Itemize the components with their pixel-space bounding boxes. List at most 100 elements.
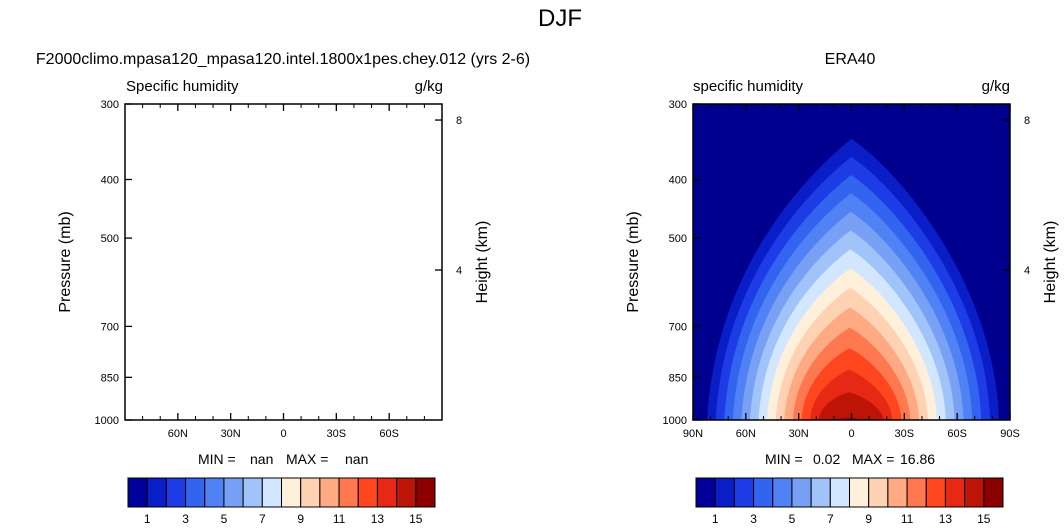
right-x-tick-label: 30N <box>789 428 809 440</box>
left-x-tick-label: 60N <box>168 428 188 440</box>
right-colorbar-swatch <box>944 477 966 508</box>
right-colorbar-swatch <box>964 477 985 508</box>
right-y-axis-label: Pressure (mb) <box>625 211 642 312</box>
right-max-label: MAX = <box>852 451 894 467</box>
left-y-tick-label: 1000 <box>95 415 119 427</box>
left-colorbar-swatch <box>242 477 263 508</box>
left-colorbar-swatch <box>338 477 359 508</box>
right-colorbar-label: 9 <box>865 512 872 526</box>
left-colorbar-swatch <box>146 477 167 508</box>
panel-left: F2000climo.mpasa120_mpasa120.intel.1800x… <box>36 51 530 526</box>
right-y-tick-label: 1000 <box>663 415 687 427</box>
left-colorbar-swatch <box>261 477 282 508</box>
right-panel-title: ERA40 <box>825 51 876 68</box>
right-colorbar: 1 3 5 7 9 11 13 15 <box>695 477 1004 526</box>
left-x-tick-label: 60S <box>379 428 399 440</box>
left-colorbar-swatch <box>165 477 187 508</box>
right-y2-axis-label: Height (km) <box>1042 221 1059 304</box>
left-y2-tick-label: 8 <box>456 115 462 127</box>
left-colorbar-swatch <box>396 477 417 508</box>
left-max-value: nan <box>345 451 368 467</box>
right-colorbar-label: 3 <box>750 512 757 526</box>
left-colorbar-label: 7 <box>259 512 266 526</box>
right-colorbar-label: 13 <box>939 512 953 526</box>
left-colorbar-swatch <box>185 477 206 508</box>
left-colorbar: 1 3 5 7 9 11 13 15 <box>127 477 436 526</box>
left-colorbar-swatch <box>281 477 302 508</box>
right-variable-label: specific humidity <box>693 78 804 95</box>
left-colorbar-swatch <box>415 477 436 508</box>
left-colorbar-swatch <box>300 477 321 508</box>
right-colorbar-swatch <box>733 477 755 508</box>
page-title: DJF <box>538 5 582 32</box>
right-x-tick-label: 60S <box>947 428 967 440</box>
right-plot-area <box>692 103 1011 421</box>
left-colorbar-swatch <box>319 477 340 508</box>
right-colorbar-swatch <box>791 477 812 508</box>
left-x-tick-label: 30N <box>221 428 241 440</box>
right-colorbar-label: 15 <box>977 512 991 526</box>
right-y2-tick-label: 4 <box>1024 265 1030 277</box>
left-x-tick-label: 30S <box>327 428 347 440</box>
right-y-tick-label: 500 <box>669 233 687 245</box>
right-min-value: 0.02 <box>813 451 840 467</box>
right-y2-tick-label: 8 <box>1024 115 1030 127</box>
right-x-tick-label: 30S <box>895 428 915 440</box>
right-colorbar-swatch <box>925 477 946 508</box>
left-y-axis-label: Pressure (mb) <box>57 211 74 312</box>
left-colorbar-label: 15 <box>409 512 423 526</box>
right-colorbar-swatch <box>772 477 793 508</box>
left-colorbar-label: 13 <box>371 512 385 526</box>
left-panel-title: F2000climo.mpasa120_mpasa120.intel.1800x… <box>36 51 530 68</box>
left-y2-axis-label: Height (km) <box>474 221 491 304</box>
left-y-tick-label: 700 <box>101 321 119 333</box>
left-colorbar-swatch <box>204 477 225 508</box>
right-colorbar-swatch <box>887 477 908 508</box>
right-x-tick-label: 90N <box>683 428 703 440</box>
right-colorbar-swatch <box>868 477 889 508</box>
left-min-value: nan <box>250 451 273 467</box>
right-colorbar-label: 1 <box>712 512 719 526</box>
right-y-tick-label: 300 <box>669 99 687 111</box>
right-colorbar-swatch <box>906 477 927 508</box>
right-max-value: 16.86 <box>900 451 935 467</box>
left-y-tick-label: 500 <box>101 233 119 245</box>
left-colorbar-swatch <box>127 477 148 508</box>
left-colorbar-swatch <box>376 477 398 508</box>
right-y-tick-label: 700 <box>669 321 687 333</box>
right-colorbar-swatch <box>714 477 735 508</box>
right-colorbar-swatch <box>829 477 850 508</box>
right-colorbar-swatch <box>849 477 870 508</box>
left-colorbar-label: 3 <box>182 512 189 526</box>
left-y-tick-label: 400 <box>101 175 119 187</box>
left-y-tick-label: 300 <box>101 99 119 111</box>
right-y-tick-label: 850 <box>669 372 687 384</box>
left-plot-frame <box>124 103 443 421</box>
left-colorbar-swatch <box>223 477 244 508</box>
left-colorbar-swatch <box>357 477 378 508</box>
right-y-tick-label: 400 <box>669 175 687 187</box>
right-colorbar-swatch <box>983 477 1004 508</box>
right-contour-fills <box>707 139 999 420</box>
right-colorbar-label: 5 <box>789 512 796 526</box>
left-variable-label: Specific humidity <box>126 78 239 95</box>
right-colorbar-label: 7 <box>827 512 834 526</box>
right-x-tick-label: 90S <box>1000 428 1020 440</box>
left-colorbar-label: 9 <box>297 512 304 526</box>
left-y-tick-label: 850 <box>101 372 119 384</box>
right-colorbar-label: 11 <box>901 512 914 526</box>
right-ticks: 300 400 500 700 850 1000 8 4 90N 60N 30N 0 30S 60S 90S <box>663 99 1031 440</box>
left-x-tick-label: 0 <box>280 428 286 440</box>
right-colorbar-swatch <box>753 477 774 508</box>
panel-right: ERA40 specific humidity g/kg 30040050070… <box>625 51 1059 526</box>
right-units-label: g/kg <box>982 78 1010 95</box>
left-plot-area <box>124 103 443 421</box>
left-colorbar-label: 5 <box>221 512 228 526</box>
left-colorbar-label: 11 <box>333 512 346 526</box>
left-y2-tick-label: 4 <box>456 265 462 277</box>
right-colorbar-swatch <box>695 477 716 508</box>
right-x-tick-label: 60N <box>736 428 756 440</box>
right-x-tick-label: 0 <box>848 428 854 440</box>
left-units-label: g/kg <box>415 78 443 95</box>
